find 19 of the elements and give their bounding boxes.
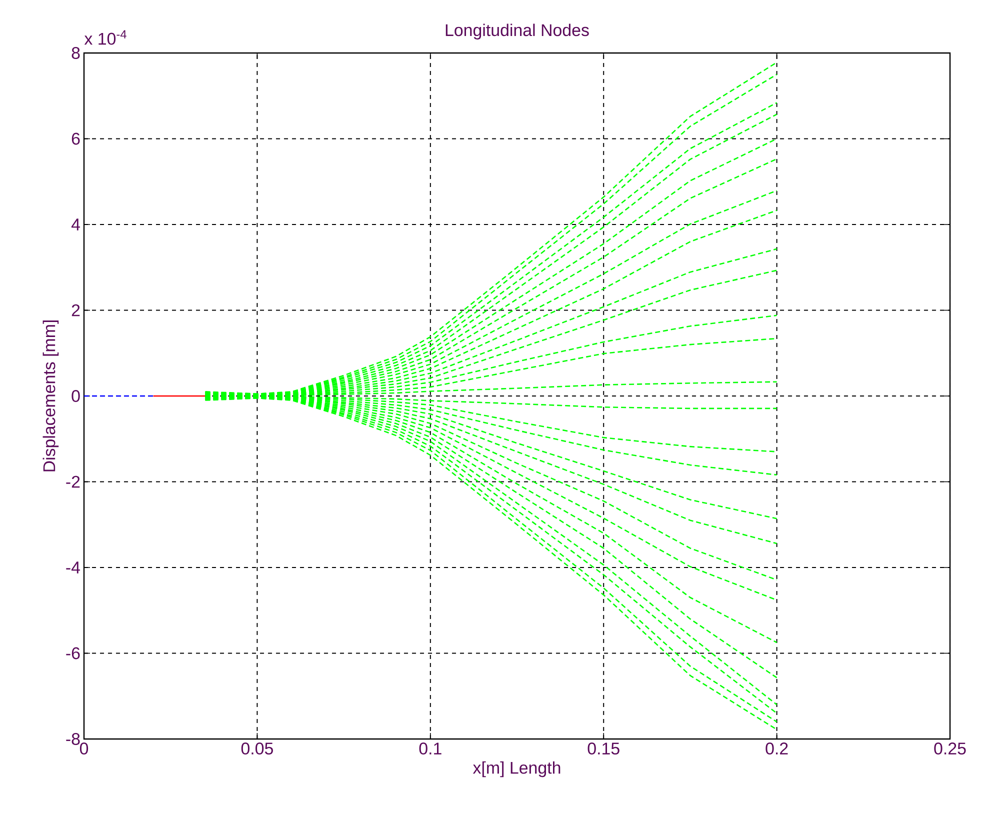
x-tick-label: 0.05: [241, 742, 273, 755]
x-tick-label: 0: [80, 742, 88, 755]
y-tick-label: 4: [71, 218, 80, 230]
y-tick-label: -6: [66, 647, 80, 660]
y-tick-label: 0: [72, 390, 80, 402]
y-tick-label: -2: [66, 476, 80, 488]
y-tick-label: 6: [72, 132, 80, 145]
x-tick-label: 0.2: [766, 742, 788, 755]
y-tick-label: 8: [72, 46, 80, 59]
x-tick-label: 0.1: [419, 742, 442, 755]
x-axis-title: x[m] Length: [472, 761, 560, 778]
x-tick-label: 0.15: [588, 742, 620, 755]
y-tick-label: -8: [66, 733, 80, 745]
text: x 10$^{-4}$: [84, 30, 126, 45]
y-tick-label: 2: [72, 304, 80, 316]
chart-title: Longitudinal Nodes: [446, 24, 589, 40]
y-tick-label: -4: [66, 562, 80, 574]
x-tick-label: 0.25: [934, 742, 966, 755]
y-axis-title: Displacements [mm]: [42, 320, 59, 472]
